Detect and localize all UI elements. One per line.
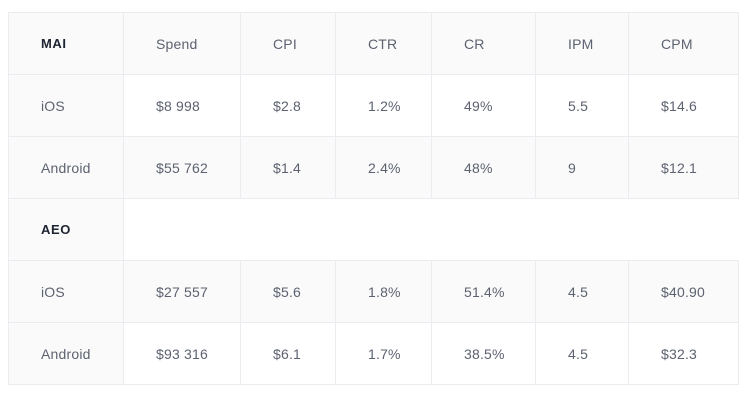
cell-ctr: 1.8% bbox=[335, 260, 432, 323]
table-row: iOS $27 557 $5.6 1.8% 51.4% 4.5 $40.90 bbox=[8, 260, 739, 323]
column-header-cpm: CPM bbox=[628, 12, 739, 75]
table-row: Android $55 762 $1.4 2.4% 48% 9 $12.1 bbox=[8, 136, 739, 199]
cell-cr: 51.4% bbox=[431, 260, 536, 323]
table-row: iOS $8 998 $2.8 1.2% 49% 5.5 $14.6 bbox=[8, 74, 739, 137]
cell-spend: $55 762 bbox=[123, 136, 241, 199]
cell-cpm: $14.6 bbox=[628, 74, 739, 137]
cell-cr: 38.5% bbox=[431, 322, 536, 385]
cell-spend: $8 998 bbox=[123, 74, 241, 137]
column-header-spend: Spend bbox=[123, 12, 241, 75]
platform-label: iOS bbox=[8, 260, 124, 323]
cell-ctr: 1.2% bbox=[335, 74, 432, 137]
section-title-mai: MAI bbox=[8, 12, 124, 75]
cell-cpm: $12.1 bbox=[628, 136, 739, 199]
cell-ctr: 1.7% bbox=[335, 322, 432, 385]
platform-label: iOS bbox=[8, 74, 124, 137]
cell-cpi: $1.4 bbox=[240, 136, 336, 199]
cell-cpi: $2.8 bbox=[240, 74, 336, 137]
column-header-cpi: CPI bbox=[240, 12, 336, 75]
cell-ipm: 4.5 bbox=[535, 260, 629, 323]
column-header-ipm: IPM bbox=[535, 12, 629, 75]
metrics-table-container: MAI Spend CPI CTR CR IPM CPM iOS $8 998 … bbox=[8, 12, 739, 385]
metrics-table: MAI Spend CPI CTR CR IPM CPM iOS $8 998 … bbox=[8, 12, 739, 385]
platform-label: Android bbox=[8, 322, 124, 385]
column-header-ctr: CTR bbox=[335, 12, 432, 75]
section-title-aeo: AEO bbox=[8, 198, 124, 261]
section-header-row: AEO bbox=[8, 198, 739, 261]
cell-cpi: $6.1 bbox=[240, 322, 336, 385]
cell-spend: $93 316 bbox=[123, 322, 241, 385]
empty-section-spacer bbox=[123, 198, 739, 261]
cell-cr: 49% bbox=[431, 74, 536, 137]
cell-cr: 48% bbox=[431, 136, 536, 199]
cell-ipm: 9 bbox=[535, 136, 629, 199]
cell-ctr: 2.4% bbox=[335, 136, 432, 199]
cell-cpm: $32.3 bbox=[628, 322, 739, 385]
platform-label: Android bbox=[8, 136, 124, 199]
cell-ipm: 4.5 bbox=[535, 322, 629, 385]
table-row: Android $93 316 $6.1 1.7% 38.5% 4.5 $32.… bbox=[8, 322, 739, 385]
column-header-cr: CR bbox=[431, 12, 536, 75]
cell-cpi: $5.6 bbox=[240, 260, 336, 323]
cell-spend: $27 557 bbox=[123, 260, 241, 323]
cell-ipm: 5.5 bbox=[535, 74, 629, 137]
cell-cpm: $40.90 bbox=[628, 260, 739, 323]
table-header-row: MAI Spend CPI CTR CR IPM CPM bbox=[8, 12, 739, 75]
